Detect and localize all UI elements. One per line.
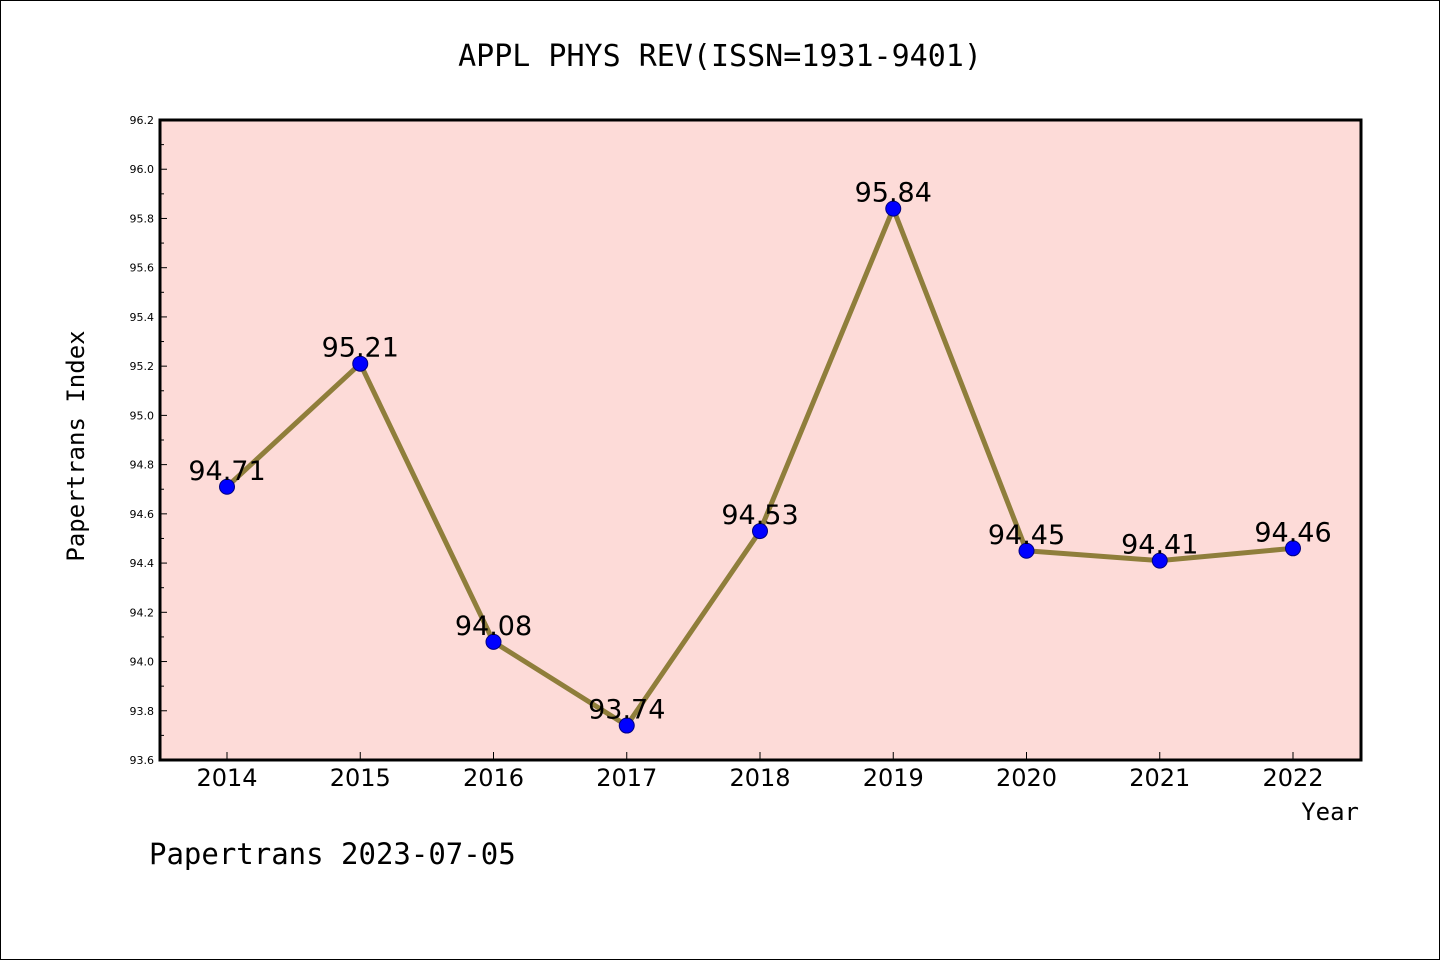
x-axis-ticks: 2014 2015 2016 2017 2018 2019 2020 2021 2022 [196,752,1324,792]
x-axis-title: Year [1301,798,1359,826]
data-point-label: 94.71 [188,456,265,487]
data-point-marker [1018,542,1035,559]
data-point-marker [1285,540,1301,557]
plot-border [158,118,1363,762]
x-tick-label: 2022 [1262,764,1323,792]
x-tick-label: 2014 [196,764,257,792]
y-tick-label: 93.6 [130,754,155,767]
y-tick-label: 95.4 [130,311,155,324]
y-tick-label: 96.2 [130,114,155,127]
data-point-marker [752,523,768,540]
x-tick-label: 2019 [863,764,924,792]
y-tick-label: 94.8 [130,459,155,472]
data-point-marker [485,633,502,650]
y-axis-title: Papertrans Index [62,330,90,561]
data-point-marker [885,200,902,217]
x-tick-label: 2016 [463,764,524,792]
data-point-label: 94.08 [455,611,532,642]
data-point-marker [219,478,235,495]
data-point-label: 93.74 [588,695,665,726]
x-tick-label: 2018 [729,764,790,792]
data-point-label: 94.45 [988,520,1065,551]
y-tick-label: 94.4 [130,557,155,570]
data-labels: 94.71 95.21 94.08 93.74 94.53 95.84 94.45 94.41… [188,178,1331,726]
y-tick-label: 95.6 [130,262,155,275]
y-tick-label: 94.6 [130,508,155,521]
data-markers [219,200,1301,734]
x-tick-label: 2021 [1129,764,1190,792]
y-tick-label: 93.8 [130,705,155,718]
plot-area [160,120,1361,760]
y-tick-label: 96.0 [130,163,155,176]
data-point-marker [1151,552,1168,569]
x-tick-label: 2015 [330,764,391,792]
x-tick-label: 2017 [596,764,657,792]
chart-title: APPL PHYS REV(ISSN=1931-9401) [458,39,982,74]
x-tick-label: 2020 [996,764,1057,792]
data-point-marker [352,355,369,372]
y-tick-label: 95.2 [130,360,155,373]
data-point-label: 94.46 [1254,517,1331,548]
y-tick-label: 95.0 [130,409,155,422]
data-point-label: 95.84 [855,178,932,209]
data-point-marker [618,717,635,734]
footer-text: Papertrans 2023-07-05 [149,837,516,871]
data-point-label: 95.21 [322,333,399,364]
y-tick-label: 94.2 [130,606,155,619]
data-point-label: 94.41 [1121,530,1198,561]
y-tick-label: 95.8 [130,212,155,225]
data-point-label: 94.53 [721,500,798,531]
y-tick-label: 94.0 [130,656,155,669]
